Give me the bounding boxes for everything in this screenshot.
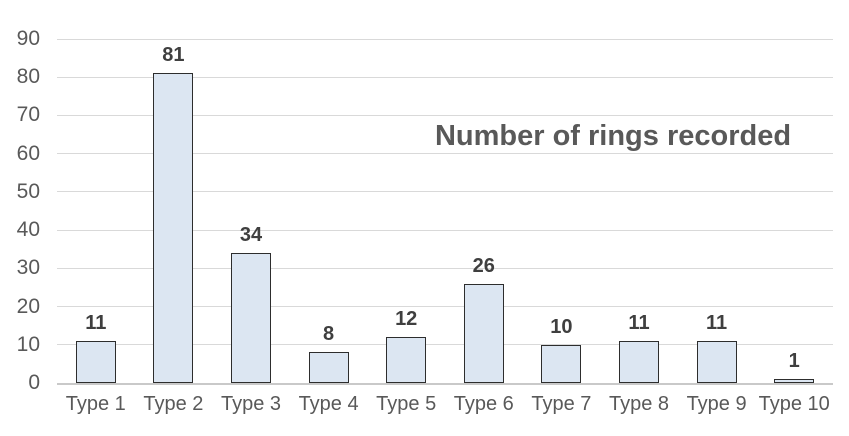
x-axis-category-label: Type 3 — [220, 393, 282, 415]
bar-value-label: 26 — [472, 254, 495, 277]
x-axis-category-label: Type 2 — [143, 393, 204, 415]
x-axis-category-label: Type 6 — [453, 393, 514, 415]
bar — [619, 340, 659, 383]
gridline — [57, 344, 833, 346]
bar — [153, 73, 194, 383]
bar — [463, 283, 504, 383]
y-axis-tick-label: 10 — [16, 332, 40, 356]
bar — [75, 340, 116, 383]
y-axis-tick-label: 70 — [16, 103, 40, 127]
gridline — [57, 267, 833, 269]
x-axis-category-label: Type 8 — [608, 393, 670, 415]
bar — [308, 352, 349, 383]
y-axis-tick-label: 60 — [16, 141, 40, 165]
bar-value-label: 11 — [628, 311, 650, 334]
x-axis-category-label: Type 1 — [65, 393, 126, 415]
y-axis-tick-label: 90 — [16, 27, 40, 50]
bar — [774, 379, 815, 383]
gridline — [57, 38, 833, 40]
y-axis-tick-label: 0 — [28, 371, 40, 394]
x-axis-category-label: Type 4 — [298, 393, 359, 415]
y-axis-tick-label: 30 — [16, 256, 40, 280]
x-axis-line — [57, 383, 833, 385]
bar-value-label: 11 — [706, 311, 728, 334]
gridline — [57, 191, 833, 193]
bar-value-label: 12 — [395, 308, 418, 331]
chart-title: Number of rings recorded — [434, 120, 792, 152]
x-axis-category-label: Type 5 — [376, 393, 437, 415]
gridline — [57, 306, 833, 308]
bar-value-label: 81 — [162, 44, 185, 67]
x-axis-category-label: Type 7 — [531, 393, 592, 415]
y-axis-tick-label: 80 — [16, 65, 40, 89]
y-axis-tick-label: 40 — [16, 218, 40, 242]
gridline — [57, 114, 833, 116]
bar-value-label: 34 — [239, 224, 263, 247]
y-axis-tick-label: 20 — [16, 294, 40, 318]
x-axis-category-label: Type 9 — [686, 393, 747, 415]
bar-value-label: 11 — [85, 311, 107, 334]
x-axis-category-label: Type 10 — [758, 393, 830, 415]
bar — [386, 337, 427, 383]
gridline — [57, 229, 833, 231]
bar — [231, 253, 271, 383]
bar-value-label: 10 — [550, 315, 573, 338]
y-axis-tick-label: 50 — [16, 179, 40, 203]
gridline — [57, 153, 833, 155]
bar — [696, 340, 737, 383]
bar-value-label: 8 — [323, 323, 335, 346]
gridline — [57, 76, 833, 78]
bar — [541, 344, 582, 383]
bar-value-label: 1 — [788, 350, 800, 373]
